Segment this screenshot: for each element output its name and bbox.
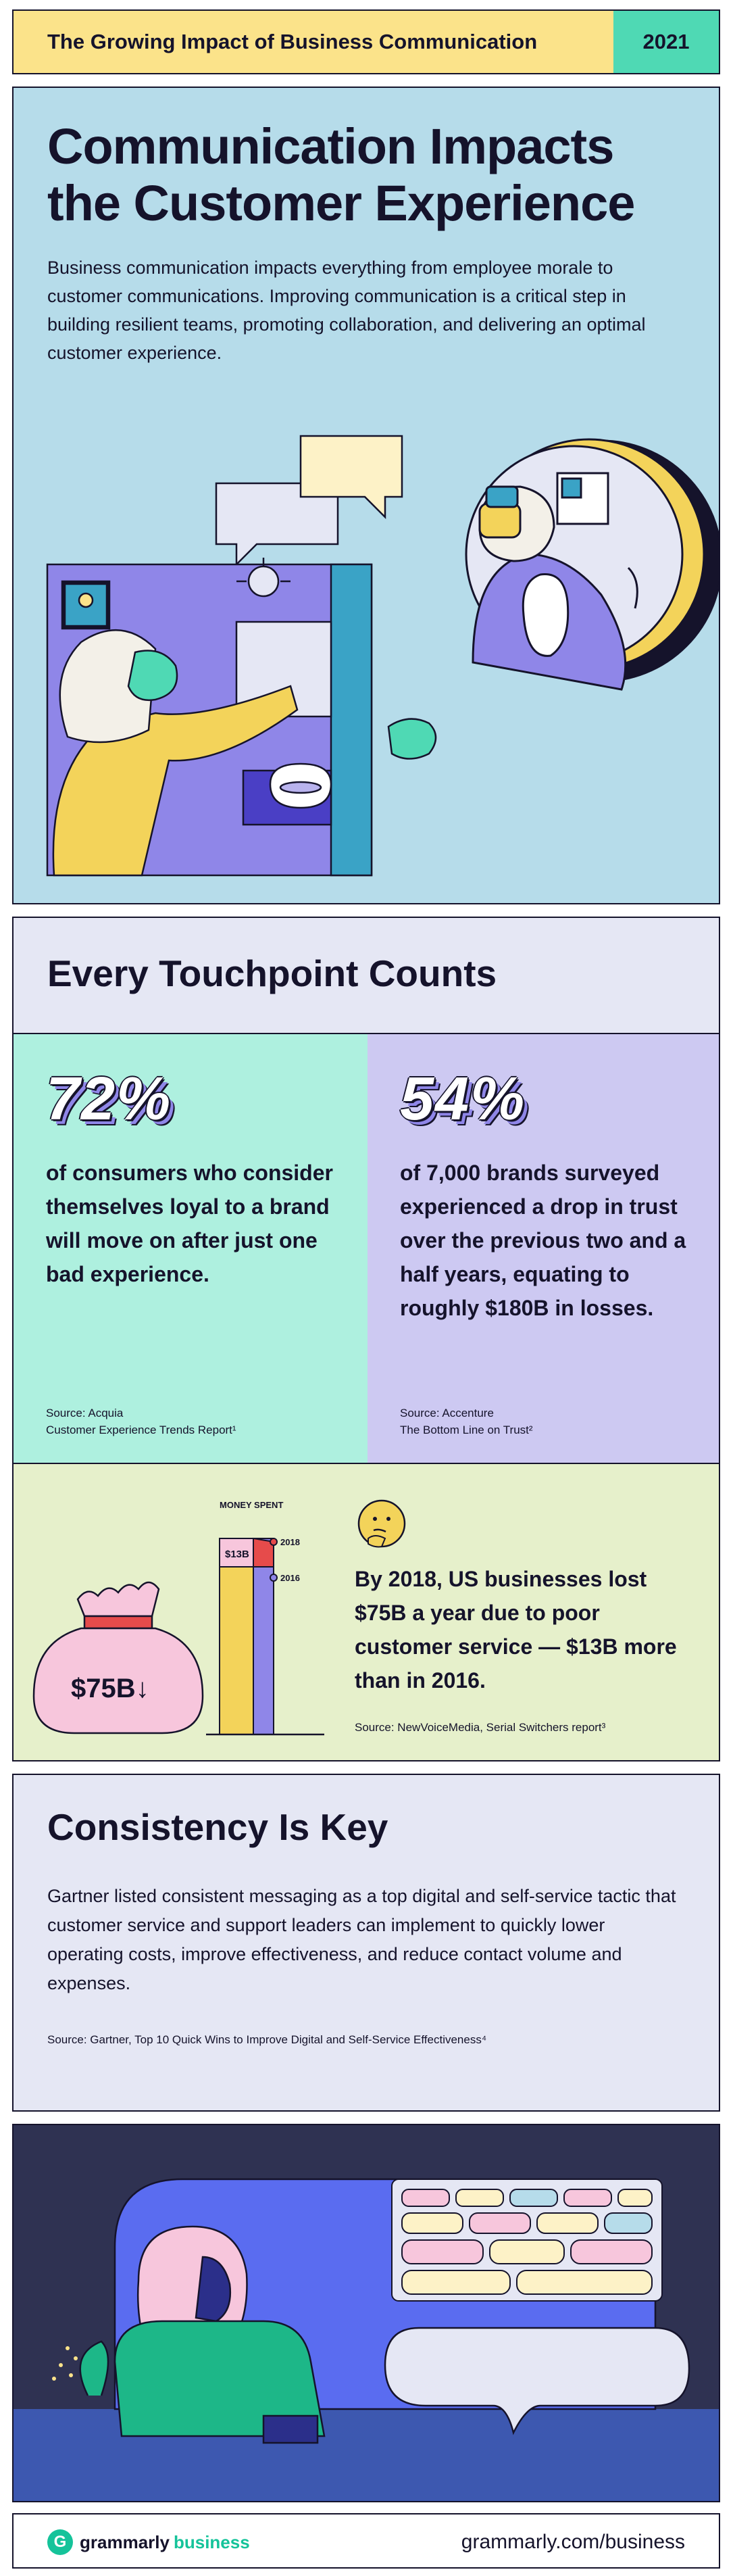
bar-value-label: $13B [225, 1549, 249, 1560]
logo-word-business: business [173, 2531, 250, 2552]
bar-2018 [219, 1538, 254, 1735]
video-call-illustration [46, 435, 719, 877]
footer-bar: G grammarly business grammarly.com/busin… [12, 2513, 720, 2569]
stat-description: of 7,000 brands surveyed experienced a d… [400, 1161, 686, 1320]
stat-source: Source: Acquia Customer Experience Trend… [46, 1405, 236, 1438]
stat-value: 54% [400, 1065, 526, 1133]
stat-source-line2: Customer Experience Trends Report¹ [46, 1424, 236, 1436]
money-chart-label: MONEY SPENT [220, 1500, 283, 1510]
bar-2016 [253, 1538, 274, 1735]
video-call-portrait [465, 438, 719, 691]
stat-source-line1: Source: Acquia [46, 1407, 124, 1419]
header-bar: The Growing Impact of Business Communica… [12, 9, 720, 74]
intro-title-line2: the Customer Experience [47, 175, 635, 231]
intro-title-line1: Communication Impacts [47, 118, 614, 174]
stat-source: Source: Accenture The Bottom Line on Tru… [400, 1405, 533, 1438]
stat-card-loyalty: 72% of consumers who consider themselves… [14, 1033, 369, 1463]
money-bar-graphic: MONEY SPENT $13B 2018 2016 $75B↓ [32, 1500, 324, 1736]
speech-bubble-right-icon [299, 435, 403, 520]
money-bag-label: $75B↓ [71, 1674, 149, 1703]
intro-body: Business communication impacts everythin… [47, 258, 646, 363]
chat-bubble-icon [384, 2327, 690, 2435]
header-title: The Growing Impact of Business Communica… [14, 11, 615, 73]
touchpoints-section: Every Touchpoint Counts 72% of consumers… [12, 917, 720, 1761]
thinking-face-icon [357, 1499, 406, 1548]
intro-section: Communication Impacts the Customer Exper… [12, 87, 720, 904]
intro-title: Communication Impacts the Customer Exper… [47, 118, 696, 232]
grammarly-logo-icon: G [47, 2529, 73, 2555]
legend-2018: 2018 [280, 1537, 300, 1547]
money-lost-panel: MONEY SPENT $13B 2018 2016 $75B↓ [14, 1463, 719, 1760]
sparkle-dots-icon [52, 2346, 78, 2381]
keyboard-icon [391, 2179, 663, 2302]
bar-increase-wedge [253, 1537, 274, 1568]
money-bag-icon [32, 1581, 204, 1734]
consistency-body: Gartner listed consistent messaging as a… [47, 1886, 676, 1993]
stat-card-trust: 54% of 7,000 brands surveyed experienced… [368, 1033, 719, 1463]
consistency-section: Consistency Is Key Gartner listed consis… [12, 1774, 720, 2112]
money-description: By 2018, US businesses lost $75B a year … [355, 1567, 677, 1693]
consistency-source: Source: Gartner, Top 10 Quick Wins to Im… [47, 2033, 487, 2046]
person-at-desk [79, 2225, 326, 2444]
legend-2016: 2016 [280, 1573, 300, 1583]
stat-source-line2: The Bottom Line on Trust² [400, 1424, 533, 1436]
stat-description: of consumers who consider themselves loy… [46, 1161, 333, 1286]
typing-illustration [14, 2178, 719, 2501]
person-figure [52, 629, 437, 877]
keyboard-illustration-section [12, 2124, 720, 2502]
grammarly-business-logo[interactable]: G grammarly business [47, 2529, 250, 2555]
logo-word-grammarly: grammarly [80, 2531, 170, 2552]
consistency-title: Consistency Is Key [47, 1806, 388, 1848]
touchpoints-title: Every Touchpoint Counts [47, 952, 497, 994]
footer-url-link[interactable]: grammarly.com/business [461, 2531, 685, 2553]
stat-value: 72% [46, 1065, 172, 1133]
money-source: Source: NewVoiceMedia, Serial Switchers … [355, 1721, 606, 1734]
header-year: 2021 [613, 11, 719, 73]
stat-source-line1: Source: Accenture [400, 1407, 494, 1419]
